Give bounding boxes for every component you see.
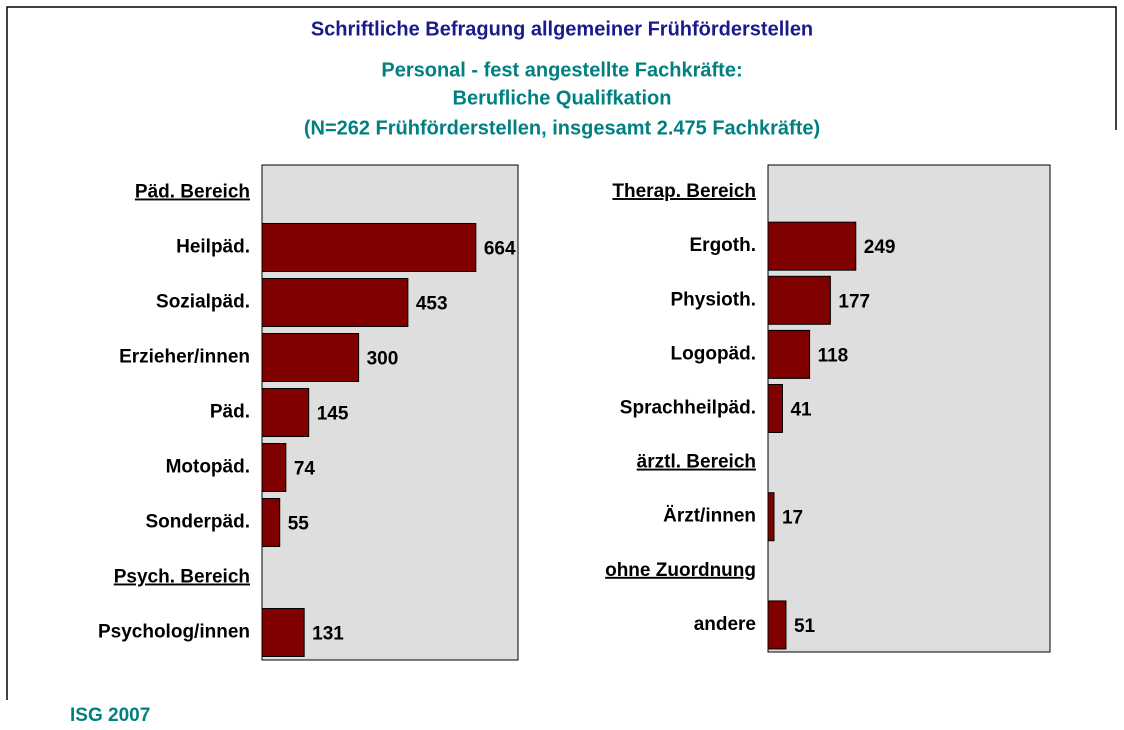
section-header: Päd. Bereich [135, 182, 250, 203]
bar [767, 329, 811, 379]
section-header: ohne Zuordnung [605, 560, 756, 581]
value-label: 300 [367, 349, 399, 370]
value-label: 453 [416, 294, 448, 315]
bar [767, 221, 857, 271]
bar [767, 492, 775, 542]
category-label: Sozialpäd. [156, 292, 250, 313]
bar [261, 498, 281, 547]
bar [767, 384, 783, 433]
category-label: Ergoth. [690, 235, 757, 256]
category-label: Heilpäd. [176, 237, 250, 258]
value-label: 17 [782, 508, 803, 529]
category-label: Päd. [210, 402, 250, 423]
value-label: 118 [818, 345, 849, 366]
bar [261, 608, 305, 657]
slide-border [6, 6, 1117, 700]
value-label: 74 [294, 459, 316, 480]
value-label: 177 [838, 291, 870, 312]
bar [261, 388, 310, 437]
subtitle: Personal - fest angestellte Fachkräfte: [381, 59, 742, 81]
value-label: 145 [317, 404, 349, 425]
section-header: ärztl. Bereich [637, 452, 756, 473]
value-label: 51 [794, 616, 816, 637]
bar [261, 333, 360, 382]
bar [261, 278, 409, 327]
subtitle: (N=262 Frühförderstellen, insgesamt 2.47… [304, 117, 820, 139]
value-label: 249 [864, 237, 896, 258]
category-label: Sprachheilpäd. [620, 398, 756, 419]
value-label: 131 [312, 624, 344, 645]
category-label: Erzieher/innen [119, 347, 250, 368]
category-label: Logopäd. [671, 343, 756, 364]
title: Schriftliche Befragung allgemeiner Frühf… [311, 18, 813, 40]
bar [261, 223, 477, 272]
bar [767, 275, 831, 325]
category-label: Ärzt/innen [663, 506, 756, 527]
footer: ISG 2007 [70, 705, 150, 726]
section-header: Psych. Bereich [114, 567, 250, 588]
category-label: andere [694, 614, 756, 635]
value-label: 55 [288, 514, 310, 535]
bar [261, 443, 287, 492]
value-label: 41 [790, 400, 812, 421]
section-header: Therap. Bereich [612, 181, 756, 202]
subtitle: Berufliche Qualifkation [453, 87, 672, 109]
category-label: Psycholog/innen [98, 622, 250, 643]
category-label: Sonderpäd. [145, 512, 250, 533]
bar [767, 600, 787, 650]
value-label: 664 [484, 239, 516, 260]
category-label: Motopäd. [166, 457, 250, 478]
category-label: Physioth. [670, 289, 756, 310]
